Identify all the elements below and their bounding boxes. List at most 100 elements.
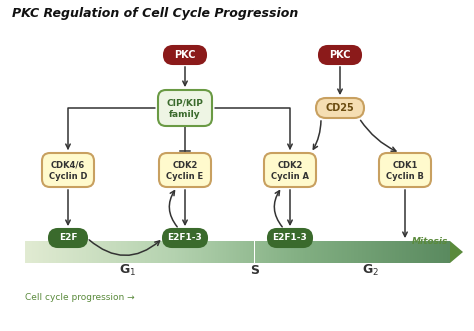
Bar — [262, 241, 263, 263]
Bar — [314, 241, 315, 263]
Bar — [90, 241, 91, 263]
Bar — [334, 241, 335, 263]
Bar — [86, 241, 87, 263]
Bar — [101, 241, 103, 263]
Bar — [116, 241, 117, 263]
Text: Cyclin E: Cyclin E — [166, 171, 203, 180]
Bar — [266, 241, 267, 263]
Bar — [146, 241, 147, 263]
Bar — [443, 241, 444, 263]
Bar — [96, 241, 97, 263]
Bar — [441, 241, 443, 263]
Bar — [226, 241, 228, 263]
Bar — [361, 241, 362, 263]
Bar — [448, 241, 450, 263]
Bar — [430, 241, 432, 263]
Bar — [391, 241, 392, 263]
Text: PKC Regulation of Cell Cycle Progression: PKC Regulation of Cell Cycle Progression — [12, 7, 298, 20]
Bar — [150, 241, 151, 263]
Bar — [335, 241, 337, 263]
Bar — [257, 241, 259, 263]
Bar — [292, 241, 293, 263]
Bar — [306, 241, 307, 263]
Bar — [429, 241, 430, 263]
Bar — [77, 241, 79, 263]
Bar — [426, 241, 428, 263]
FancyBboxPatch shape — [49, 229, 87, 247]
Bar — [209, 241, 210, 263]
Bar — [222, 241, 223, 263]
Bar — [293, 241, 294, 263]
Text: E2F: E2F — [59, 233, 77, 243]
Text: Cyclin D: Cyclin D — [49, 171, 87, 180]
Bar — [383, 241, 385, 263]
Bar — [127, 241, 128, 263]
Bar — [228, 241, 229, 263]
Bar — [372, 241, 374, 263]
Bar — [103, 241, 104, 263]
Bar — [379, 241, 381, 263]
Bar — [130, 241, 131, 263]
Bar — [276, 241, 277, 263]
Bar — [290, 241, 292, 263]
Bar — [259, 241, 260, 263]
Bar — [154, 241, 155, 263]
Bar — [240, 241, 242, 263]
FancyBboxPatch shape — [164, 46, 206, 64]
Text: CD25: CD25 — [326, 103, 355, 113]
FancyBboxPatch shape — [316, 98, 364, 118]
Bar — [375, 241, 376, 263]
Bar — [56, 241, 57, 263]
Bar — [143, 241, 144, 263]
Bar — [342, 241, 344, 263]
Bar — [69, 241, 70, 263]
Bar — [107, 241, 109, 263]
Bar — [362, 241, 364, 263]
Bar — [178, 241, 180, 263]
Text: CDK1: CDK1 — [392, 161, 418, 169]
Bar — [148, 241, 150, 263]
Bar — [203, 241, 205, 263]
Bar — [408, 241, 409, 263]
Bar — [273, 241, 274, 263]
Bar — [412, 241, 413, 263]
Bar — [339, 241, 341, 263]
Bar — [447, 241, 448, 263]
Bar — [218, 241, 219, 263]
Bar — [249, 241, 250, 263]
Bar — [38, 241, 39, 263]
Bar — [346, 241, 348, 263]
Bar — [395, 241, 396, 263]
Bar — [45, 241, 46, 263]
Bar — [356, 241, 358, 263]
Bar — [253, 241, 255, 263]
Bar — [138, 241, 140, 263]
Bar — [267, 241, 269, 263]
Text: CDK4/6: CDK4/6 — [51, 161, 85, 169]
Bar — [388, 241, 389, 263]
Text: Mitosis: Mitosis — [412, 237, 448, 246]
Bar — [239, 241, 240, 263]
Bar — [416, 241, 418, 263]
Bar — [332, 241, 334, 263]
Bar — [216, 241, 218, 263]
Bar — [27, 241, 28, 263]
Bar — [402, 241, 403, 263]
Bar — [31, 241, 32, 263]
Bar — [403, 241, 405, 263]
Bar — [171, 241, 173, 263]
Bar — [181, 241, 182, 263]
Bar — [393, 241, 395, 263]
Bar — [199, 241, 201, 263]
Bar — [434, 241, 436, 263]
Bar — [283, 241, 284, 263]
Bar — [399, 241, 401, 263]
Bar — [210, 241, 212, 263]
Bar — [196, 241, 198, 263]
Bar — [433, 241, 434, 263]
Bar — [36, 241, 38, 263]
Bar — [312, 241, 314, 263]
Bar — [250, 241, 252, 263]
Bar — [299, 241, 300, 263]
FancyBboxPatch shape — [159, 153, 211, 187]
